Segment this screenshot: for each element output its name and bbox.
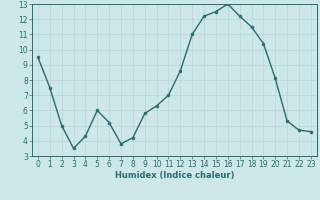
X-axis label: Humidex (Indice chaleur): Humidex (Indice chaleur): [115, 171, 234, 180]
